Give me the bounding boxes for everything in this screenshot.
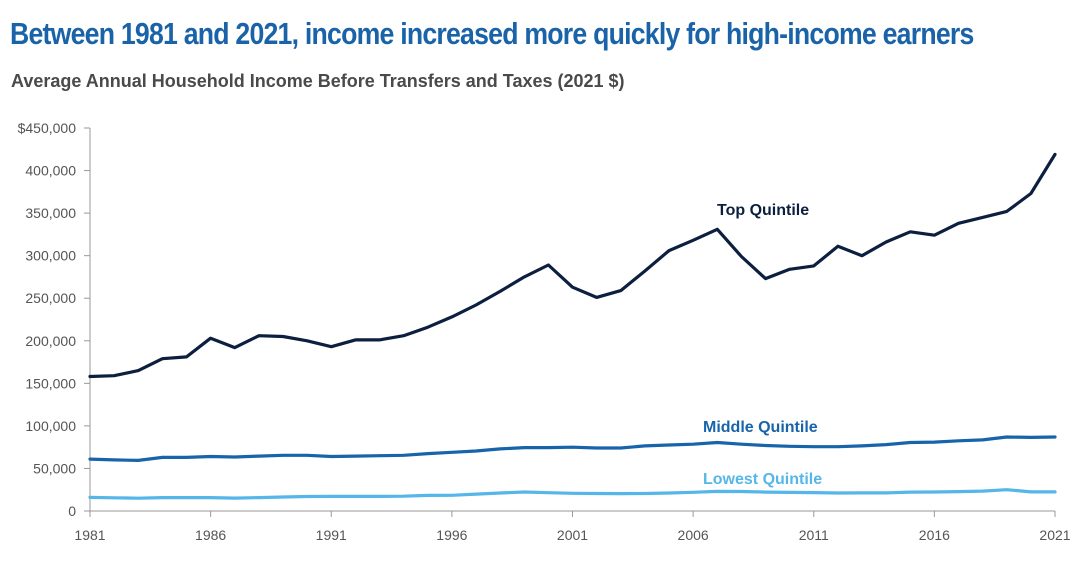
series-label-lowest: Lowest Quintile xyxy=(703,471,822,488)
x-tick-label: 1981 xyxy=(74,527,105,543)
chart-subtitle: Average Annual Household Income Before T… xyxy=(11,71,625,91)
x-tick-label: 2011 xyxy=(799,527,829,543)
y-tick-label: 350,000 xyxy=(25,205,76,221)
y-tick-label: $450,000 xyxy=(18,120,77,136)
chart-title: Between 1981 and 2021, income increased … xyxy=(10,16,974,51)
y-tick-label: 50,000 xyxy=(33,460,76,476)
y-tick-label: 150,000 xyxy=(25,375,76,391)
y-tick-label: 100,000 xyxy=(25,418,76,434)
y-tick-label: 0 xyxy=(68,503,76,519)
y-tick-label: 200,000 xyxy=(25,333,76,349)
x-tick-label: 2001 xyxy=(557,527,588,543)
x-tick-label: 1986 xyxy=(195,527,226,543)
x-tick-label: 1996 xyxy=(436,527,467,543)
x-tick-label: 2016 xyxy=(919,527,950,543)
series-line-middle-quintile xyxy=(88,435,1057,462)
axes xyxy=(89,128,1055,512)
x-axis-ticks: 1981 1986 1991 1996 2001 2006 2011 2016 2021 xyxy=(74,511,1071,543)
series-line-top-quintile xyxy=(88,152,1057,379)
x-tick-label: 1991 xyxy=(316,527,347,543)
series-line-lowest-quintile xyxy=(88,488,1057,500)
y-axis-ticks: $450,000 400,000 350,000 300,000 250,000 200,… xyxy=(18,120,90,519)
x-tick-label: 2021 xyxy=(1039,527,1070,543)
series-label-top: Top Quintile xyxy=(717,202,809,219)
y-tick-label: 300,000 xyxy=(25,248,76,264)
series-label-middle: Middle Quintile xyxy=(703,419,818,436)
y-tick-label: 250,000 xyxy=(25,290,76,306)
x-tick-label: 2006 xyxy=(678,527,709,543)
series-lines xyxy=(88,152,1057,500)
y-tick-label: 400,000 xyxy=(25,163,76,179)
